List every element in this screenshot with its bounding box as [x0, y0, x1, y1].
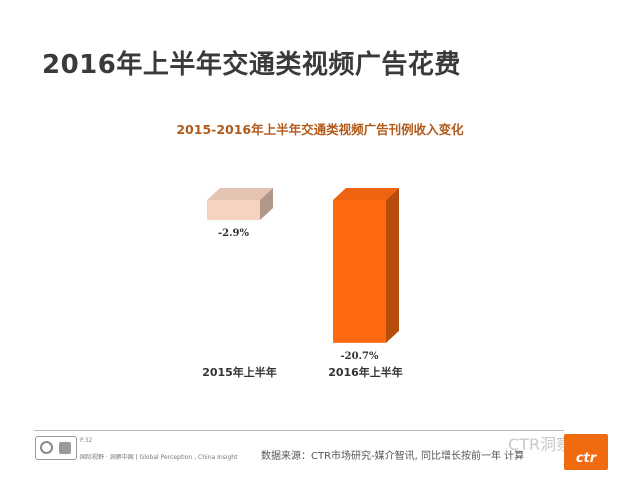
data-label: -20.7%: [340, 351, 379, 362]
footer-slogan: 国际视野 · 洞察中国 | Global Perception , China …: [80, 454, 238, 461]
bar-top-face: [207, 188, 273, 200]
data-source-note: 数据来源：CTR市场研究-媒介智讯, 同比增长按前一年 计算: [261, 451, 525, 462]
bar: [207, 200, 260, 221]
category-label: 2015年上半年: [202, 365, 277, 379]
bar-side-face: [386, 188, 399, 343]
bar-side-face: [260, 188, 273, 221]
data-label: -2.9%: [218, 228, 250, 239]
page-title: 2016年上半年交通类视频广告花费: [42, 50, 461, 80]
page-number: P.32: [80, 437, 93, 444]
bar-top-face: [333, 188, 399, 200]
ctr-logo-icon: ctr: [564, 434, 608, 470]
chart-title: 2015-2016年上半年交通类视频广告刊例收入变化: [176, 122, 464, 137]
bar: [333, 200, 386, 343]
certification-badge-icon: [35, 436, 77, 460]
wechat-watermark: CTR洞察: [508, 435, 573, 454]
ctr-logo-text: ctr: [575, 451, 597, 466]
category-label: 2016年上半年: [328, 365, 403, 379]
footer-divider: [34, 430, 564, 431]
